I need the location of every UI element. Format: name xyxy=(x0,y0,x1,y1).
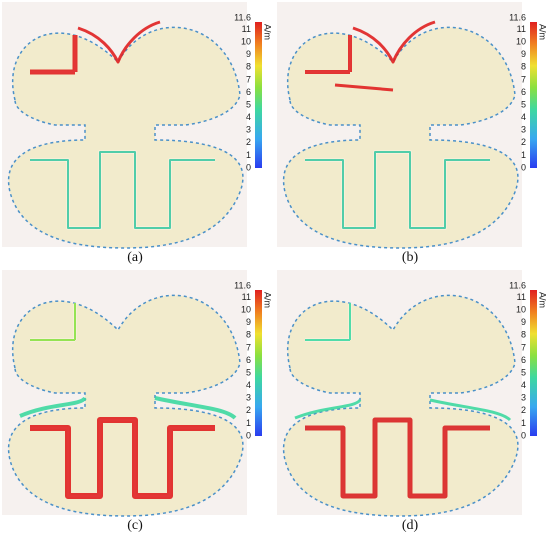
colorbar-tick-label: 5 xyxy=(246,367,251,377)
colorbar-tick-label: 7 xyxy=(246,74,251,84)
current-hotspot xyxy=(30,303,76,341)
current-hotspot xyxy=(30,151,215,229)
colorbar xyxy=(530,290,537,436)
colorbar-tick-label: 11 xyxy=(517,292,526,302)
colorbar-tick-label: 0 xyxy=(246,162,251,172)
colorbar-tick-label: 3 xyxy=(246,125,251,135)
colorbar-tick-label: 9 xyxy=(521,49,526,59)
panel: 11.6 A/m 0 1 2 3 4 5 6 7 8 9 10 11 (b) xyxy=(277,2,548,265)
current-hotspot xyxy=(305,303,351,341)
colorbar-tick-label: 6 xyxy=(246,87,251,97)
colorbar-tick-label: 3 xyxy=(246,393,251,403)
colorbar xyxy=(255,290,262,436)
current-hotspot xyxy=(305,151,490,229)
panel: 11.6 A/m 0 1 2 3 4 5 6 7 8 9 10 11 (d) xyxy=(277,270,548,533)
colorbar-tick-label: 6 xyxy=(521,87,526,97)
current-hotspot xyxy=(30,417,215,499)
colorbar-tick-label: 1 xyxy=(246,418,251,428)
current-hotspot xyxy=(294,398,362,420)
colorbar-tick-label: 1 xyxy=(521,150,526,160)
colorbar-unit: A/m xyxy=(538,24,548,40)
colorbar-unit: A/m xyxy=(263,292,273,308)
colorbar-tick-label: 2 xyxy=(521,137,526,147)
colorbar-tick-label: 9 xyxy=(246,49,251,59)
colorbar-tick-label: 4 xyxy=(246,380,251,390)
colorbar-unit: A/m xyxy=(263,24,273,40)
colorbar-tick-label: 11 xyxy=(242,24,251,34)
colorbar-tick-label: 10 xyxy=(241,37,251,47)
colorbar-tick-label: 0 xyxy=(521,162,526,172)
current-hotspot xyxy=(19,396,87,418)
current-hotspot xyxy=(77,20,161,64)
colorbar-tick-label: 6 xyxy=(521,355,526,365)
colorbar-tick-label: 11 xyxy=(517,24,526,34)
colorbar-max-label: 11.6 xyxy=(234,12,251,22)
colorbar-tick-label: 10 xyxy=(516,305,526,315)
current-hotspot xyxy=(352,20,436,64)
panel-label: (c) xyxy=(127,518,143,533)
colorbar-tick-label: 8 xyxy=(246,330,251,340)
colorbar-tick-label: 4 xyxy=(246,112,251,122)
colorbar-tick-label: 2 xyxy=(246,137,251,147)
colorbar xyxy=(530,22,537,168)
colorbar-tick-label: 7 xyxy=(521,342,526,352)
colorbar-tick-label: 10 xyxy=(516,37,526,47)
panel: 11.6 A/m 0 1 2 3 4 5 6 7 8 9 10 11 (a) xyxy=(2,2,273,265)
current-hotspot xyxy=(305,417,490,499)
colorbar xyxy=(255,22,262,168)
panel-label: (d) xyxy=(402,518,419,533)
colorbar-tick-label: 5 xyxy=(246,99,251,109)
colorbar-tick-label: 0 xyxy=(246,430,251,440)
colorbar-tick-label: 8 xyxy=(521,62,526,72)
colorbar-tick-label: 5 xyxy=(521,367,526,377)
colorbar-tick-label: 6 xyxy=(246,355,251,365)
panel-label: (a) xyxy=(127,250,143,265)
panel: 11.6 A/m 0 1 2 3 4 5 6 7 8 9 10 11 (c) xyxy=(2,270,273,533)
colorbar-max-label: 11.6 xyxy=(509,280,526,290)
colorbar-tick-label: 5 xyxy=(521,99,526,109)
colorbar-tick-label: 4 xyxy=(521,380,526,390)
colorbar-tick-label: 0 xyxy=(521,430,526,440)
colorbar-max-label: 11.6 xyxy=(234,280,251,290)
current-hotspot xyxy=(305,35,352,74)
colorbar-tick-label: 2 xyxy=(521,405,526,415)
colorbar-tick-label: 9 xyxy=(521,317,526,327)
current-hotspot xyxy=(334,83,394,92)
colorbar-tick-label: 2 xyxy=(246,405,251,415)
colorbar-tick-label: 1 xyxy=(246,150,251,160)
panel-label: (b) xyxy=(402,250,419,265)
colorbar-tick-label: 9 xyxy=(246,317,251,327)
colorbar-tick-label: 1 xyxy=(521,418,526,428)
colorbar-unit: A/m xyxy=(538,292,548,308)
colorbar-tick-label: 4 xyxy=(521,112,526,122)
colorbar-tick-label: 8 xyxy=(246,62,251,72)
colorbar-tick-label: 7 xyxy=(246,342,251,352)
colorbar-max-label: 11.6 xyxy=(509,12,526,22)
current-hotspot xyxy=(154,396,237,420)
colorbar-tick-label: 11 xyxy=(242,292,251,302)
current-hotspot xyxy=(429,398,512,422)
colorbar-tick-label: 7 xyxy=(521,74,526,84)
colorbar-tick-label: 10 xyxy=(241,305,251,315)
colorbar-tick-label: 8 xyxy=(521,330,526,340)
colorbar-tick-label: 3 xyxy=(521,393,526,403)
colorbar-tick-label: 3 xyxy=(521,125,526,135)
current-hotspot xyxy=(30,35,78,75)
